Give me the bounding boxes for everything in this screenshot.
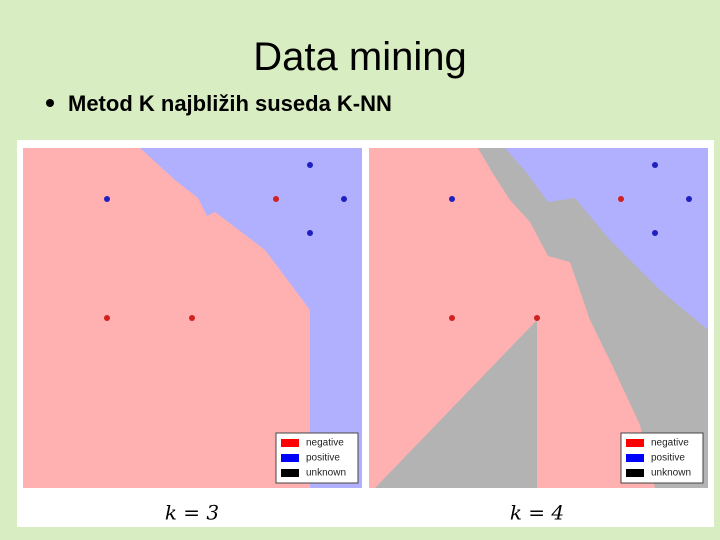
legend-swatch — [281, 469, 299, 477]
unknown-region — [375, 320, 537, 488]
positive-region — [505, 148, 708, 330]
point — [104, 196, 110, 202]
legend-swatch — [626, 454, 644, 462]
legend-label: positive — [306, 453, 340, 464]
point — [104, 315, 110, 321]
point — [341, 196, 347, 202]
legend-swatch — [626, 439, 644, 447]
point — [273, 196, 279, 202]
point — [449, 196, 455, 202]
bullet-text: Metod K najbližih suseda K-NN — [68, 91, 392, 116]
legend-swatch — [626, 469, 644, 477]
plot-k4: negative positive unknown — [369, 148, 708, 488]
slide-title: Data mining — [253, 35, 466, 79]
legend-label: unknown — [651, 468, 691, 479]
points — [104, 162, 347, 321]
plot-k3: negative positive unknown — [23, 148, 362, 488]
point — [618, 196, 624, 202]
point — [449, 315, 455, 321]
legend-label: negative — [306, 438, 344, 449]
point — [307, 162, 313, 168]
point — [652, 162, 658, 168]
bullet-dot — [46, 99, 54, 107]
points — [449, 162, 692, 321]
legend-label: positive — [651, 453, 685, 464]
legend-swatch — [281, 439, 299, 447]
point — [686, 196, 692, 202]
point — [534, 315, 540, 321]
legend-swatch — [281, 454, 299, 462]
legend-label: unknown — [306, 468, 346, 479]
panel-label: k = 4 — [510, 501, 564, 525]
point — [189, 315, 195, 321]
legend-label: negative — [651, 438, 689, 449]
positive-region — [140, 148, 362, 488]
point — [307, 230, 313, 236]
point — [652, 230, 658, 236]
panel-label: k = 3 — [165, 501, 219, 525]
